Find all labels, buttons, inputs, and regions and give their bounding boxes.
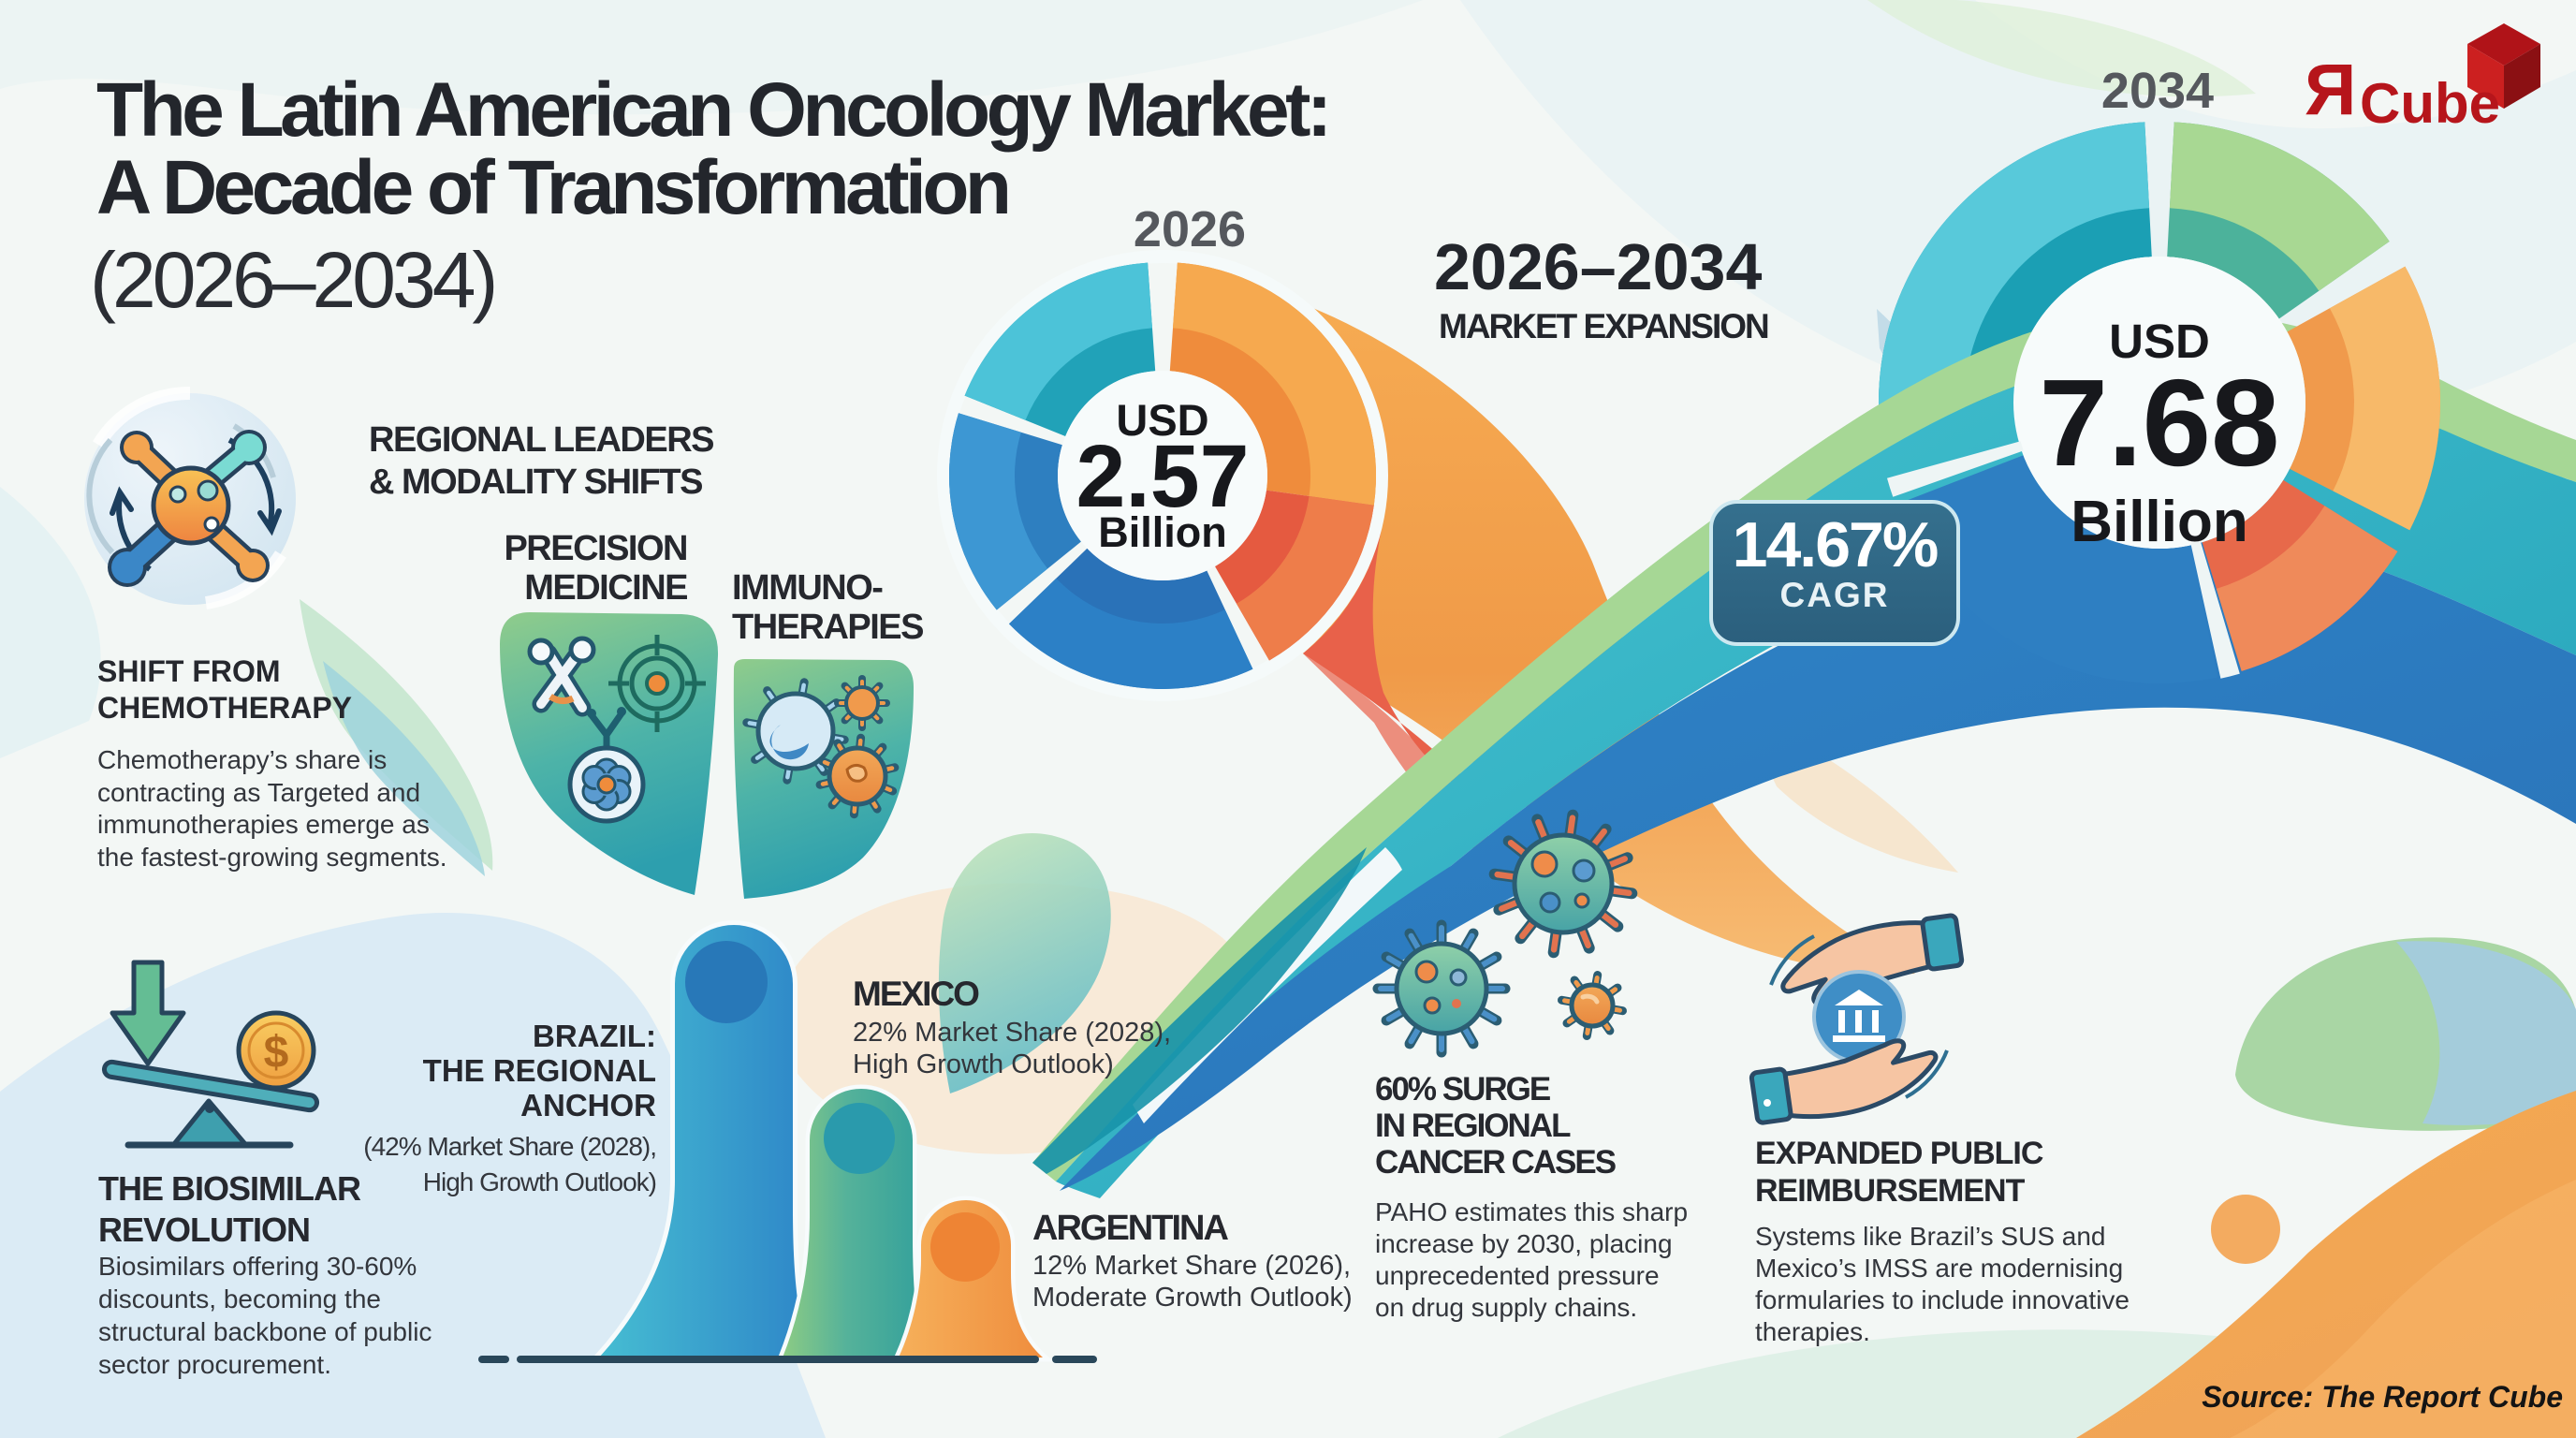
svg-text:$: $ xyxy=(264,1028,289,1078)
